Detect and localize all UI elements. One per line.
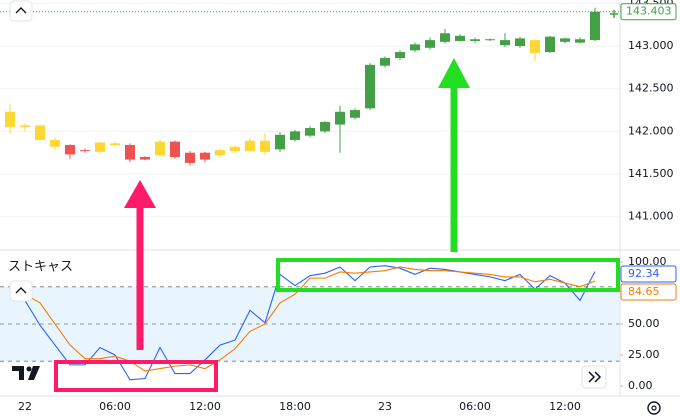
- arrow-up-green: [438, 58, 470, 252]
- candle-body: [365, 64, 375, 109]
- candle-body: [290, 131, 300, 140]
- candle-body: [335, 111, 345, 125]
- candle-body: [410, 44, 420, 51]
- y-tick-label: 142.000: [628, 124, 674, 137]
- candle-body: [20, 125, 30, 128]
- candle-body: [125, 145, 135, 160]
- x-tick-label: 12:00: [189, 400, 221, 413]
- candle-body: [395, 52, 405, 59]
- indicator-title: ストキャス: [8, 260, 73, 275]
- candle-body: [515, 38, 525, 47]
- candle-body: [140, 156, 150, 160]
- candle-body: [590, 11, 600, 41]
- indicator-line: [9, 266, 596, 372]
- candle-body: [545, 36, 555, 53]
- y-tick-label: 142.500: [628, 82, 674, 95]
- x-tick-label: 06:00: [99, 400, 131, 413]
- last-price-box: [620, 3, 677, 21]
- candle-body: [80, 150, 90, 152]
- candle-body: [65, 145, 75, 155]
- candle-body: [485, 39, 495, 41]
- collapse-button[interactable]: [9, 0, 33, 22]
- candle-body: [275, 134, 285, 150]
- x-tick-label: 12:00: [549, 400, 581, 413]
- candle-body: [260, 140, 270, 152]
- candle-body: [110, 143, 120, 146]
- y-tick-label: 50.00: [628, 317, 660, 330]
- logo: [12, 366, 40, 380]
- last-value-box: [620, 283, 677, 301]
- highlight-box-overbought: [276, 258, 620, 292]
- scroll-button[interactable]: [581, 365, 607, 389]
- last-price-label: 143.403: [626, 5, 672, 18]
- candle-body: [530, 40, 540, 53]
- candle-body: [50, 139, 60, 147]
- y-tick-label: 143.000: [628, 39, 674, 52]
- candle-body: [350, 110, 360, 118]
- candle-body: [320, 122, 330, 132]
- candle-body: [185, 152, 195, 163]
- x-tick-label: 06:00: [459, 400, 491, 413]
- candle-body: [170, 141, 180, 157]
- candle-body: [440, 33, 450, 42]
- last-value-label: 92.34: [628, 267, 660, 280]
- arrow-up-pink: [124, 180, 156, 350]
- candle-body: [215, 150, 225, 156]
- band-fill: [0, 286, 620, 362]
- candle-body: [560, 38, 570, 42]
- candle-body: [500, 40, 510, 46]
- last-value-label: 84.65: [628, 285, 660, 298]
- x-tick-label: 23: [378, 400, 392, 413]
- y-tick-label: 141.000: [628, 210, 674, 223]
- collapse-indicator-button[interactable]: [9, 280, 33, 302]
- last-value-box: [620, 265, 677, 283]
- candle-body: [305, 127, 315, 136]
- candle-body: [155, 141, 165, 156]
- candle-body: [35, 125, 45, 140]
- y-tick-label: 100.00: [628, 255, 667, 268]
- indicator-line: [9, 265, 596, 381]
- x-tick-label: 18:00: [279, 400, 311, 413]
- candle-body: [200, 152, 210, 160]
- y-tick-label: 0.00: [628, 379, 653, 392]
- add-button[interactable]: [610, 10, 618, 18]
- candle-body: [470, 39, 480, 41]
- y-tick-label: 141.500: [628, 167, 674, 180]
- candle-body: [425, 40, 435, 48]
- highlight-box-oversold: [54, 360, 218, 392]
- candle-body: [230, 146, 240, 152]
- y-tick-label: 25.00: [628, 348, 660, 361]
- settings-button[interactable]: [647, 401, 661, 415]
- x-tick-label: 22: [18, 400, 32, 413]
- candle-body: [455, 35, 465, 41]
- candle-body: [245, 140, 255, 152]
- candle-body: [95, 142, 105, 152]
- candle-body: [5, 111, 15, 128]
- candle-body: [575, 39, 585, 43]
- candle-body: [380, 58, 390, 66]
